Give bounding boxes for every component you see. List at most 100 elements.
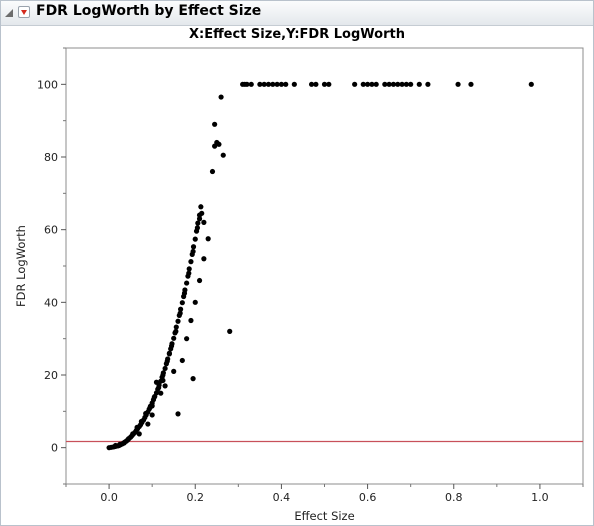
- data-point: [403, 81, 409, 87]
- data-point: [216, 141, 222, 147]
- data-point: [130, 431, 136, 437]
- data-point: [321, 81, 328, 87]
- data-point: [270, 81, 276, 87]
- data-point: [399, 81, 405, 87]
- data-point: [158, 390, 164, 396]
- data-point: [181, 290, 188, 296]
- data-point: [160, 372, 166, 378]
- data-point: [153, 379, 160, 385]
- data-point: [190, 376, 196, 382]
- data-point: [212, 121, 218, 127]
- data-point: [261, 81, 267, 87]
- y-axis-title: FDR LogWorth: [14, 225, 28, 307]
- data-point: [175, 411, 181, 417]
- y-tick-label: 100: [37, 78, 58, 91]
- data-point: [184, 336, 190, 342]
- data-point: [156, 385, 162, 391]
- data-point: [220, 152, 226, 158]
- data-point: [408, 81, 414, 87]
- data-point: [425, 81, 431, 87]
- data-point: [121, 440, 127, 446]
- x-tick-label: 0.8: [445, 491, 463, 504]
- data-point: [196, 277, 203, 284]
- y-tick-label: 60: [44, 224, 58, 237]
- data-point: [160, 377, 166, 384]
- data-point: [364, 81, 371, 87]
- data-point: [162, 365, 168, 372]
- data-point: [194, 225, 201, 231]
- data-point: [173, 324, 179, 330]
- data-point: [274, 81, 280, 87]
- data-point: [313, 81, 319, 87]
- data-point: [382, 81, 388, 87]
- x-tick-label: 1.0: [531, 491, 549, 504]
- data-point: [199, 210, 205, 216]
- data-point: [112, 442, 119, 449]
- data-point: [149, 403, 155, 409]
- data-point: [179, 300, 185, 306]
- data-point: [173, 328, 179, 334]
- data-point: [201, 256, 207, 262]
- data-point: [528, 81, 534, 87]
- data-point: [171, 335, 177, 341]
- data-point: [149, 412, 155, 418]
- data-point: [369, 81, 375, 87]
- x-tick-label: 0.6: [359, 491, 377, 504]
- chart-title: X:Effect Size,Y:FDR LogWorth: [189, 27, 405, 42]
- data-point: [416, 81, 422, 87]
- data-point: [151, 394, 157, 400]
- data-point: [192, 236, 198, 242]
- data-point: [175, 318, 181, 324]
- data-point: [134, 424, 140, 430]
- data-point: [138, 418, 144, 425]
- data-point: [143, 410, 149, 417]
- data-point: [390, 81, 397, 87]
- disclosure-triangle-icon[interactable]: [5, 9, 13, 17]
- data-point: [196, 216, 203, 222]
- outline-header[interactable]: FDR LogWorth by Effect Size: [1, 1, 593, 26]
- y-axis: 0 20 40 60 80 100: [37, 47, 66, 485]
- data-point: [136, 431, 142, 437]
- data-point: [190, 248, 196, 255]
- data-point: [257, 81, 263, 87]
- data-point: [283, 81, 289, 87]
- data-point: [352, 81, 358, 87]
- x-tick-label: 0.4: [273, 491, 291, 504]
- data-point: [248, 81, 254, 87]
- data-point: [386, 81, 392, 87]
- data-point: [244, 81, 250, 87]
- y-tick-label: 0: [51, 442, 58, 455]
- data-point: [171, 368, 177, 374]
- data-point: [125, 436, 132, 442]
- data-point: [184, 280, 190, 286]
- data-point: [291, 81, 297, 87]
- data-point: [186, 270, 192, 276]
- data-point: [177, 310, 183, 316]
- outline-title: FDR LogWorth by Effect Size: [36, 3, 262, 19]
- data-point: [166, 350, 172, 356]
- data-point: [178, 306, 184, 312]
- y-tick-label: 40: [44, 296, 58, 309]
- data-point: [168, 343, 175, 349]
- data-point: [162, 383, 168, 389]
- data-point: [195, 220, 201, 226]
- data-point: [164, 358, 170, 364]
- data-point: [218, 94, 224, 100]
- data-point: [201, 219, 207, 225]
- x-axis-title: Effect Size: [294, 509, 354, 523]
- data-point: [395, 81, 401, 87]
- x-tick-label: 0.0: [100, 491, 118, 504]
- data-point: [198, 204, 204, 210]
- data-point: [179, 357, 185, 364]
- data-point: [205, 236, 211, 242]
- data-point: [227, 328, 233, 334]
- data-point: [455, 81, 461, 87]
- data-point: [145, 421, 151, 427]
- red-triangle-menu-icon[interactable]: [18, 6, 30, 18]
- data-point: [326, 81, 332, 87]
- data-point: [373, 81, 379, 87]
- data-points: [106, 81, 534, 451]
- data-point: [278, 81, 285, 87]
- data-point: [265, 81, 272, 87]
